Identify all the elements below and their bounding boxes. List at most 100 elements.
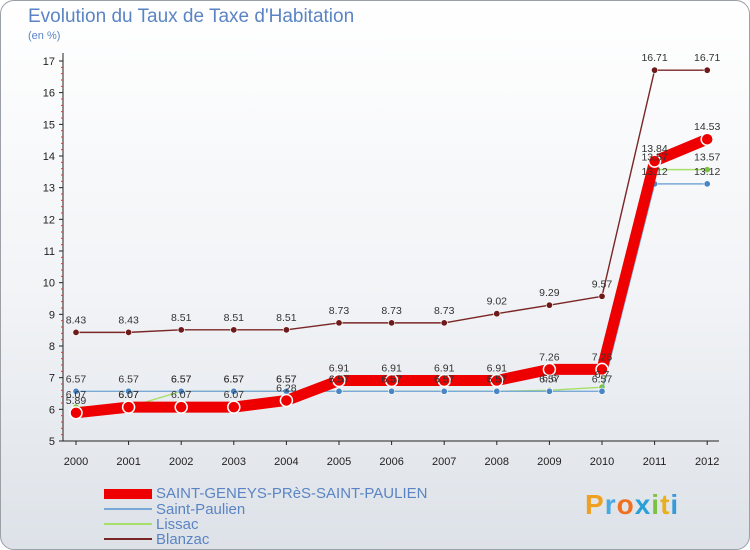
data-label-lissac: 13.57: [694, 152, 720, 164]
y-tick-label: 10: [43, 278, 55, 290]
y-tick-label: 9: [49, 309, 55, 321]
y-axis-unit-label: (en %): [28, 30, 61, 42]
data-label-blanzac: 8.51: [276, 312, 297, 324]
y-tick-label: 13: [43, 183, 55, 195]
y-tick-label: 15: [43, 119, 55, 131]
data-label-saint-geneys-pr-s-saint-paulien: 6.91: [434, 363, 455, 375]
data-point-saint-paulien: [440, 387, 448, 395]
data-point-saint-paulien: [388, 387, 396, 395]
data-label-lissac: 6.57: [171, 373, 192, 385]
data-label-lissac: 6.07: [66, 389, 87, 401]
data-label-saint-paulien: 6.57: [276, 373, 297, 385]
legend-swatch-saint-geneys: [104, 489, 152, 499]
y-tick-label: 14: [43, 151, 55, 163]
data-point-blanzac: [230, 326, 238, 334]
x-tick-label: 2004: [274, 456, 298, 468]
data-label-saint-paulien: 6.57: [171, 373, 192, 385]
x-tick-label: 2005: [327, 456, 351, 468]
data-label-saint-geneys-pr-s-saint-paulien: 6.91: [381, 363, 402, 375]
legend-label-blanzac: Blanzac: [156, 531, 210, 548]
data-label-lissac: 6.57: [329, 373, 350, 385]
data-label-saint-geneys-pr-s-saint-paulien: 13.84: [641, 143, 667, 155]
data-label-blanzac: 16.71: [641, 52, 667, 64]
data-point-blanzac: [125, 328, 133, 336]
x-tick-label: 2009: [537, 456, 561, 468]
data-label-saint-paulien: 6.57: [329, 373, 350, 385]
proxiti-logo: Proxiti: [585, 489, 679, 521]
logo-letter: x: [634, 489, 652, 520]
data-label-lissac: 6.07: [118, 389, 139, 401]
data-label-blanzac: 8.73: [329, 305, 350, 317]
y-tick-label: 7: [49, 373, 55, 385]
logo-letter: r: [604, 489, 617, 520]
data-point-lissac: [703, 166, 711, 174]
x-tick-label: 2011: [643, 456, 667, 468]
data-label-lissac: 6.6: [542, 372, 557, 384]
data-label-blanzac: 8.51: [171, 312, 192, 324]
data-label-saint-paulien: 6.57: [487, 373, 508, 385]
logo-letter: t: [660, 489, 671, 520]
data-label-saint-geneys-pr-s-saint-paulien: 5.89: [66, 395, 87, 407]
legend-label-saint-paulien: Saint-Paulien: [156, 501, 246, 518]
x-tick-label: 2000: [64, 456, 88, 468]
x-tick-label: 2001: [116, 456, 140, 468]
data-label-saint-geneys-pr-s-saint-paulien: 6.28: [276, 382, 297, 394]
y-tick-label: 5: [49, 436, 55, 448]
data-point-blanzac: [440, 319, 448, 327]
data-label-saint-paulien: 6.57: [434, 373, 455, 385]
data-label-lissac: 13.57: [641, 152, 667, 164]
data-point-saint-geneys-pr-s-saint-paulien: [437, 373, 451, 388]
data-point-blanzac: [703, 66, 711, 74]
x-tick-label: 2002: [169, 456, 193, 468]
data-label-saint-paulien: 6.57: [592, 373, 613, 385]
data-label-blanzac: 8.73: [381, 305, 402, 317]
data-label-lissac: 6.57: [381, 373, 402, 385]
data-label-saint-paulien: 6.57: [66, 373, 87, 385]
data-label-lissac: 6.57: [487, 373, 508, 385]
data-label-saint-geneys-pr-s-saint-paulien: 7.26: [539, 351, 560, 363]
legend-label-saint-geneys: SAINT-GENEYS-PRèS-SAINT-PAULIEN: [156, 485, 428, 502]
data-point-saint-paulien: [703, 180, 711, 188]
legend-label-lissac: Lissac: [156, 516, 199, 533]
data-point-saint-geneys-pr-s-saint-paulien: [647, 154, 662, 168]
data-point-saint-geneys-pr-s-saint-paulien: [384, 373, 399, 388]
data-point-saint-geneys-pr-s-saint-paulien: [227, 400, 241, 414]
data-label-blanzac: 8.43: [66, 314, 87, 326]
data-label-lissac: 6.57: [224, 373, 245, 385]
data-label-blanzac: 8.43: [118, 314, 139, 326]
data-label-saint-geneys-pr-s-saint-paulien: 6.07: [171, 389, 192, 401]
data-label-saint-paulien: 13.12: [641, 166, 667, 178]
data-point-saint-geneys-pr-s-saint-paulien: [595, 362, 609, 377]
data-label-saint-geneys-pr-s-saint-paulien: 6.07: [224, 389, 245, 401]
y-tick-label: 12: [43, 214, 55, 226]
data-label-blanzac: 9.29: [539, 287, 560, 299]
data-point-blanzac: [651, 66, 659, 74]
data-label-saint-geneys-pr-s-saint-paulien: 14.53: [694, 121, 720, 133]
x-tick-label: 2012: [695, 456, 719, 468]
y-tick-label: 8: [49, 341, 55, 353]
data-label-blanzac: 8.51: [224, 312, 245, 324]
data-label-blanzac: 8.73: [434, 305, 455, 317]
data-point-saint-geneys-pr-s-saint-paulien: [700, 132, 714, 146]
data-label-blanzac: 9.02: [487, 296, 508, 308]
data-point-saint-geneys-pr-s-saint-paulien: [542, 362, 557, 377]
legend-swatch-blanzac: [104, 538, 152, 540]
x-tick-label: 2010: [590, 456, 614, 468]
x-tick-label: 2006: [379, 456, 403, 468]
data-label-lissac: 6.57: [276, 373, 297, 385]
data-point-blanzac: [388, 319, 396, 327]
legend-swatch-lissac: [104, 523, 152, 525]
data-point-saint-geneys-pr-s-saint-paulien: [490, 373, 504, 388]
data-label-saint-geneys-pr-s-saint-paulien: 6.91: [329, 363, 350, 375]
data-point-saint-paulien: [545, 387, 553, 395]
data-point-blanzac: [598, 292, 606, 300]
series-line-saint-paulien: [75, 183, 708, 392]
data-label-saint-geneys-pr-s-saint-paulien: 7.26: [592, 351, 613, 363]
data-label-saint-geneys-pr-s-saint-paulien: 6.91: [487, 363, 508, 375]
data-point-saint-paulien: [177, 387, 185, 395]
data-label-saint-paulien: 6.57: [224, 373, 245, 385]
data-label-saint-paulien: 6.57: [539, 373, 560, 385]
data-label-saint-geneys-pr-s-saint-paulien: 6.07: [118, 389, 139, 401]
